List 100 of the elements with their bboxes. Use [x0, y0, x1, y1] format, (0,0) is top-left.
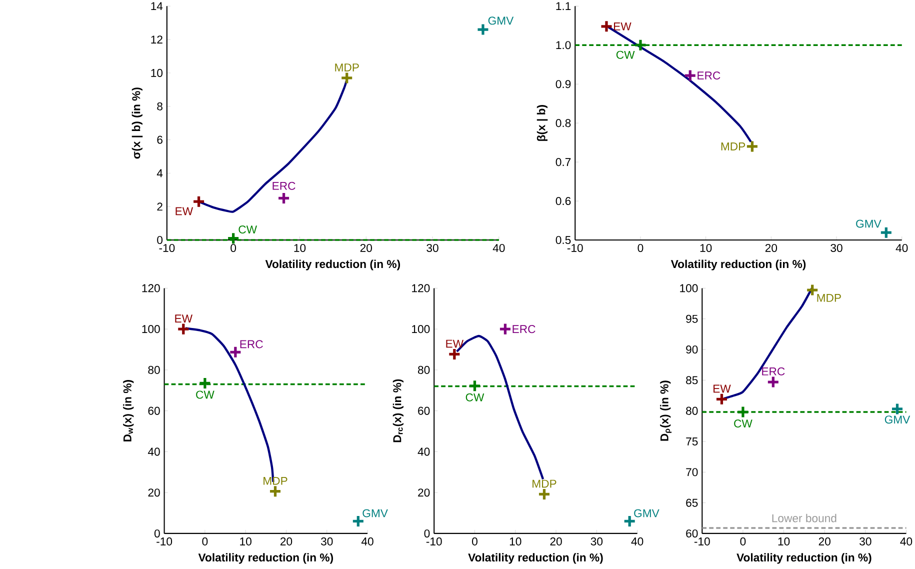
x-axis-title: Volatility reduction (in %) [736, 553, 872, 564]
series-label: EW [614, 22, 632, 31]
point [198, 376, 212, 390]
series-label: MDP [264, 477, 288, 486]
x-axis-title: Volatility reduction (in %) [468, 553, 603, 564]
x-tick-label: 20 [818, 538, 830, 546]
point [268, 485, 282, 498]
point [890, 402, 904, 416]
x-tick-label: 10 [240, 538, 252, 546]
series-label: GMV [488, 16, 514, 25]
x-tick-label: 20 [765, 244, 778, 252]
y-tick-label: 12 [151, 36, 162, 44]
y-tick-label: 20 [418, 488, 430, 497]
x-tick-label: 40 [361, 538, 374, 546]
y-axis-title: β(x | b) [536, 105, 548, 142]
series-label: MDP [817, 294, 841, 302]
series-label: EW [175, 314, 192, 323]
x-tick-label: 0 [472, 538, 478, 546]
x-axis-title: Volatility reduction (in %) [670, 260, 806, 271]
y-tick-label: 14 [151, 2, 163, 10]
series-label: GMV [856, 220, 882, 228]
y-tick-label: 8 [157, 102, 162, 111]
series-label: ERC [762, 368, 785, 376]
y-tick-label: 6 [157, 136, 162, 144]
x-tick-label: 20 [280, 538, 292, 546]
series-label: CW [616, 51, 635, 60]
x-tick-label: 30 [320, 538, 333, 546]
x-tick-label: 10 [510, 538, 522, 546]
point [277, 192, 290, 206]
y-tick-label: 100 [680, 284, 698, 292]
y-tick-label: 40 [148, 448, 160, 456]
ref-line-label: Lower bound [772, 514, 836, 522]
y-tick-label: 4 [156, 170, 163, 178]
y-tick-label: 0.6 [556, 197, 571, 206]
y-tick-label: 95 [686, 315, 698, 324]
x-tick-label: 30 [426, 244, 438, 252]
x-tick-label: -10 [426, 538, 442, 546]
y-axis-title: D$_{rc}$(x) (in %) [392, 380, 404, 442]
line-series [198, 78, 348, 214]
series-label: CW [196, 390, 214, 399]
x-tick-label: 0 [740, 538, 746, 546]
x-tick-label: 10 [700, 244, 712, 252]
series-label: CW [466, 394, 484, 402]
point [228, 346, 242, 359]
x-tick-label: 20 [550, 538, 562, 546]
x-tick-label: 0 [202, 538, 208, 546]
series-label: ERC [698, 72, 720, 80]
series-label: ERC [512, 325, 536, 334]
series-label: MDP [335, 64, 359, 72]
x-tick-label: 10 [294, 244, 306, 252]
y-axis-title: D$_{w}$(x) (in %) [123, 380, 134, 442]
y-tick-label: 2 [157, 202, 162, 211]
x-tick-label: 40 [896, 244, 908, 252]
x-tick-label: 30 [830, 244, 842, 252]
y-tick-label: 100 [142, 325, 160, 334]
point [448, 348, 461, 362]
point [468, 380, 482, 393]
series-label: EW [176, 208, 194, 216]
y-tick-label: 1.0 [556, 41, 571, 50]
series-label: ERC [272, 182, 296, 190]
x-tick-label: -10 [567, 244, 583, 252]
x-tick-label: 30 [590, 538, 603, 546]
point [880, 226, 893, 240]
y-axis-title: σ(x | b) (in %) [132, 88, 143, 159]
series-label: GMV [884, 416, 910, 424]
x-axis-title: Volatility reduction (in %) [198, 553, 333, 564]
y-tick-label: 0.9 [556, 80, 571, 88]
y-tick-label: 90 [686, 346, 698, 354]
point [600, 20, 614, 34]
y-tick-label: 65 [686, 499, 698, 508]
y-tick-label: 60 [686, 530, 698, 538]
x-tick-label: -10 [156, 538, 172, 546]
point [806, 284, 819, 297]
point [498, 322, 512, 336]
y-tick-label: 20 [148, 488, 160, 497]
point [226, 232, 240, 246]
x-tick-label: 40 [900, 538, 912, 546]
series-label: EW [714, 385, 731, 393]
x-axis-title: Volatility reduction (in %) [265, 260, 400, 271]
series-label: MDP [532, 480, 556, 488]
point [746, 140, 759, 154]
point [715, 392, 728, 406]
point [340, 72, 354, 85]
point [192, 195, 206, 208]
y-tick-label: 40 [418, 448, 430, 456]
y-tick-label: 120 [142, 284, 160, 292]
series-label: CW [734, 420, 752, 428]
x-tick-label: 40 [631, 538, 644, 546]
y-tick-label: 75 [686, 438, 698, 446]
point [634, 38, 648, 52]
series-label: ERC [240, 340, 263, 348]
y-tick-label: 120 [412, 284, 430, 292]
y-tick-label: 80 [418, 366, 430, 374]
point [736, 406, 750, 419]
point [176, 322, 190, 336]
y-tick-label: 60 [418, 407, 430, 416]
x-tick-label: -10 [694, 538, 710, 546]
y-tick-label: 10 [151, 69, 163, 78]
y-tick-label: 100 [412, 325, 430, 334]
point [476, 23, 490, 36]
